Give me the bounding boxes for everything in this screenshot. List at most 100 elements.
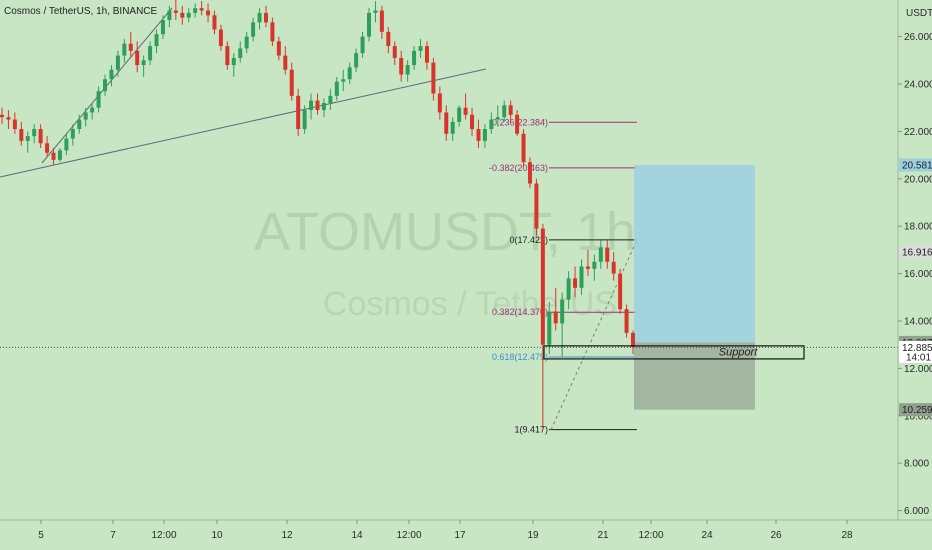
candle-body [154, 34, 159, 47]
candle-body [32, 129, 37, 137]
candle-body [115, 55, 120, 70]
price-tag [899, 245, 932, 259]
candle-body [199, 8, 204, 11]
candle-body [302, 110, 307, 130]
price-tick-label: 26.000 [904, 32, 932, 43]
candle-body [77, 119, 82, 130]
price-tag [899, 340, 932, 363]
time-tick-label: 26 [770, 530, 782, 541]
price-axis[interactable] [898, 0, 932, 520]
candle-body [611, 261, 616, 274]
watermark-name: Cosmos / TetherUS [323, 285, 617, 323]
time-tick-label: 12:00 [396, 530, 421, 541]
candle-body [386, 31, 391, 47]
candle-body [186, 12, 191, 18]
candle-body [437, 93, 442, 113]
candle-body [225, 46, 230, 66]
time-tick-label: 12 [281, 530, 293, 541]
candle-body [51, 152, 56, 160]
trendline-resistance [0, 68, 487, 178]
candle-body [444, 112, 449, 134]
time-tick-label: 5 [38, 530, 44, 541]
candle-body [457, 107, 462, 122]
candle-body [276, 41, 281, 56]
candle-body [309, 100, 314, 111]
candle-body [392, 46, 397, 58]
candle-body [482, 129, 487, 141]
candle-body [515, 114, 520, 134]
candle-body [373, 10, 378, 13]
candle-body [218, 29, 223, 47]
candle-body [90, 107, 95, 113]
price-tick-label: 8.000 [904, 459, 929, 470]
candle-body [251, 22, 256, 37]
time-axis[interactable] [0, 520, 898, 550]
candle-body [83, 112, 88, 120]
candle-body [141, 60, 146, 66]
candle-body [212, 15, 217, 30]
candle-body [109, 69, 114, 80]
candle-body [148, 46, 153, 61]
time-axis-ticks: 5 7 12:00 10 12 14 12:00 17 19 21 12:00 24 26 28 [38, 520, 853, 541]
candle-body [624, 309, 629, 333]
price-tick-label: 20.000 [904, 174, 932, 185]
candle-body [547, 311, 552, 345]
candle-body [64, 138, 69, 151]
watermark-symbol: ATOMUSDT, 1h [254, 202, 636, 262]
fibonacci-retracement[interactable]: 0.236(22.384) -0.382(20.463) 0(17.422) 0.38… [489, 117, 638, 435]
candle-body [321, 102, 326, 111]
candle-body [57, 150, 62, 160]
time-tick-label: 19 [527, 530, 539, 541]
price-tag-label: 10.259 [902, 405, 932, 416]
price-tick-label: 6.000 [904, 506, 929, 517]
candle-body [502, 105, 507, 118]
time-tick-label: 28 [841, 530, 853, 541]
stop-zone [634, 342, 755, 410]
candle-body [6, 117, 11, 120]
candle-body [315, 100, 320, 111]
candle-body [573, 278, 578, 288]
target-zone [634, 165, 755, 343]
candle-body [579, 266, 584, 288]
fib-level-label: 0.382(14.370) [492, 307, 548, 317]
price-tick-label: 12.000 [904, 364, 932, 375]
candle-body [0, 114, 4, 118]
candle-body [605, 247, 610, 262]
candle-body [180, 12, 185, 18]
candle-body [489, 119, 494, 130]
candle-body [12, 119, 17, 130]
candle-body [521, 133, 526, 163]
candle-body [553, 311, 558, 324]
candle-body [566, 278, 571, 300]
candle-body [193, 8, 198, 13]
candle-body [618, 273, 623, 310]
candle-body [631, 332, 635, 348]
support-zone[interactable]: Support [543, 345, 805, 360]
time-tick-label: 12:00 [638, 530, 663, 541]
candle-body [128, 43, 133, 51]
candle-body [135, 50, 140, 66]
candle-body [122, 43, 127, 56]
candle-body [244, 36, 249, 49]
price-tag [899, 403, 932, 417]
candle-body [296, 95, 301, 130]
candle-body [167, 10, 172, 21]
price-tick-label: 10.000 [904, 411, 932, 422]
fib-level-label: 0.618(12.479) [492, 352, 548, 362]
candle-body [450, 121, 455, 134]
price-tag-label: 16.916 [902, 247, 932, 258]
candle-body [508, 105, 513, 115]
time-tick-label: 17 [454, 530, 466, 541]
price-tick-label: 18.000 [904, 222, 932, 233]
candle-body [270, 22, 275, 42]
long-position-tool[interactable] [634, 165, 755, 410]
candle-body [45, 143, 50, 153]
candle-body [238, 48, 243, 58]
time-tick-label: 12:00 [151, 530, 176, 541]
candle-body [173, 10, 178, 13]
time-tick-label: 24 [701, 530, 713, 541]
candle-body [367, 12, 372, 37]
